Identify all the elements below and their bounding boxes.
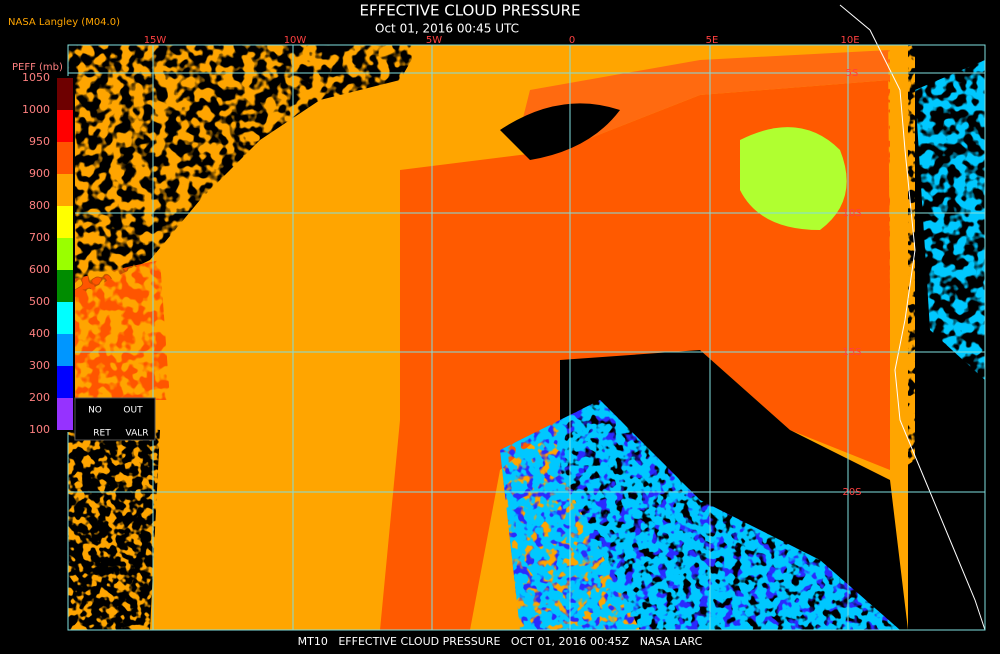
longitude-label: 10W — [284, 35, 307, 46]
coastline — [839, 4, 986, 631]
colorbar-label: 300 — [29, 359, 50, 372]
colorbar-swatch — [57, 302, 73, 334]
colorbar-swatch — [57, 366, 73, 398]
colorbar-label: 950 — [29, 135, 50, 148]
graticule — [68, 45, 985, 630]
mid-cloud-speckle — [500, 400, 900, 630]
colorbar-swatch — [57, 334, 73, 366]
colorbar-label: 1000 — [22, 103, 50, 116]
no-ret-label: RET — [93, 429, 111, 439]
longitude-label: 10E — [840, 35, 859, 46]
out-valr-label: VALR — [125, 429, 148, 439]
colorbar-label: 1050 — [22, 71, 50, 84]
latitude-label: 20S — [842, 487, 861, 498]
broken-cloud — [68, 45, 420, 300]
latitude-label: 15S — [842, 347, 861, 358]
latitude-label: 5S — [846, 68, 859, 79]
colorbar-label: 100 — [29, 423, 50, 436]
broken-cloud-w — [68, 260, 170, 400]
title: EFFECTIVE CLOUD PRESSURE — [359, 2, 580, 20]
clear-patch — [500, 103, 620, 160]
colorbar-label: 700 — [29, 231, 50, 244]
cloud-field — [68, 45, 985, 630]
land-cloud — [915, 60, 985, 380]
colorbar-swatch — [57, 142, 73, 174]
colorbar-swatch — [57, 238, 73, 270]
footer: MT10 EFFECTIVE CLOUD PRESSURE OCT 01, 20… — [298, 635, 703, 648]
longitude-label: 5E — [706, 35, 719, 46]
broken-cloud-sw — [68, 420, 160, 630]
subtitle: Oct 01, 2016 00:45 UTC — [375, 22, 519, 36]
colorbar-label: 400 — [29, 327, 50, 340]
no-ret-label: NO — [88, 406, 102, 416]
longitude-label: 15W — [144, 35, 167, 46]
colorbar-swatch — [57, 270, 73, 302]
latitude-label: 10S — [842, 208, 861, 219]
out-valr-label: OUT — [123, 406, 143, 416]
colorbar-label: 800 — [29, 199, 50, 212]
colorbar-swatch — [57, 110, 73, 142]
colorbar-swatch — [57, 206, 73, 238]
deck-edge — [520, 50, 890, 150]
credit: NASA Langley (M04.0) — [8, 17, 120, 28]
coast-cloud — [888, 45, 915, 470]
colorbar-swatch — [57, 174, 73, 206]
colorbar-label: 200 — [29, 391, 50, 404]
longitude-label: 0 — [569, 35, 575, 46]
colorbar-label: 600 — [29, 263, 50, 276]
colorbar-unit: PEFF (mb) — [12, 62, 63, 73]
colorbar-label: 500 — [29, 295, 50, 308]
mid-cloud — [740, 127, 847, 230]
longitude-label: 5W — [426, 35, 442, 46]
legend-box — [74, 397, 156, 441]
colorbar-swatch — [57, 398, 73, 430]
colorbar-label: 900 — [29, 167, 50, 180]
colorbar-swatch — [57, 78, 73, 110]
